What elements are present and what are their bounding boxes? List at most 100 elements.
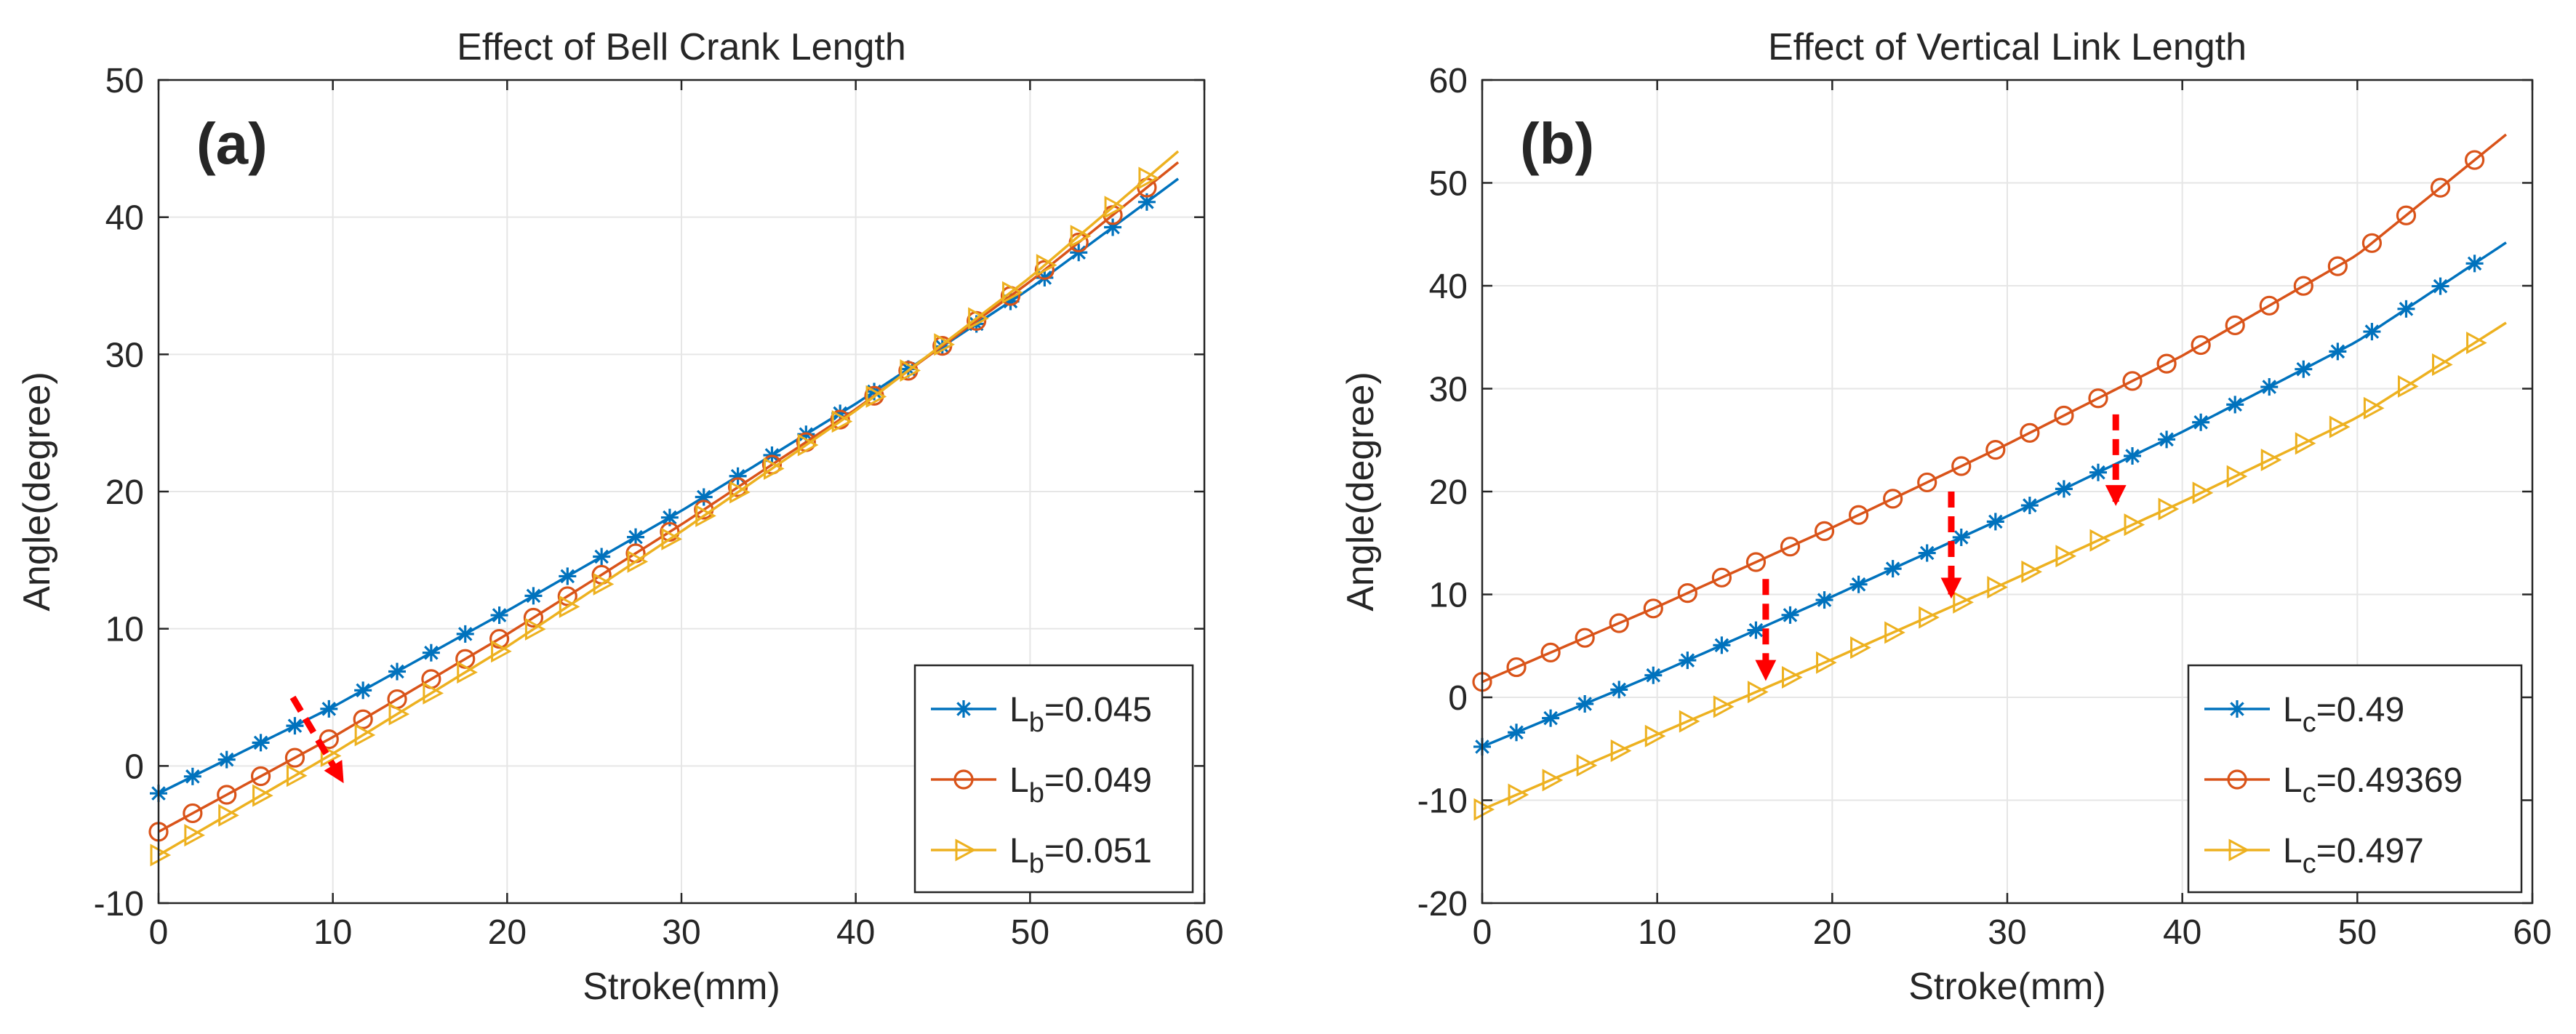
data-point [2397, 374, 2419, 398]
data-point [388, 702, 410, 726]
legend: Lb=0.045 Lb=0.049 Lb=0.051 [913, 664, 1194, 894]
legend-value: =0.49 [2316, 691, 2404, 729]
data-point [2020, 497, 2039, 515]
legend-entry: Lb=0.045 [931, 691, 1152, 738]
legend-marker [953, 769, 974, 790]
panel-label: (b) [1520, 111, 1594, 176]
data-point [1034, 260, 1055, 280]
data-point [1747, 621, 1765, 639]
data-point [2259, 295, 2279, 316]
data-point [900, 359, 921, 382]
data-point [1884, 621, 1905, 644]
data-point [1780, 537, 1801, 557]
data-point [286, 764, 308, 787]
data-point [1473, 798, 1495, 821]
data-point [2329, 342, 2347, 361]
data-point [1070, 244, 1088, 262]
data-point [457, 661, 478, 684]
series-circle [1472, 133, 2508, 692]
y-axis-label: Angle(degree) [1340, 372, 1382, 612]
data-point [1951, 456, 1972, 476]
data-point [1070, 225, 1092, 248]
data-point [252, 784, 273, 807]
legend-value: =0.049 [1044, 761, 1152, 800]
x-axis-label: Stroke(mm) [1908, 966, 2106, 1008]
data-point [1918, 544, 1936, 562]
y-axis-ticks: -10 0 10 20 30 40 50 [94, 62, 1204, 923]
data-point [1001, 281, 1023, 304]
data-point [524, 617, 546, 641]
x-axis-ticks: 0 10 20 30 40 50 60 [149, 80, 1224, 952]
data-point [1814, 521, 1835, 542]
legend-symbol: L [2283, 691, 2303, 729]
legend-entry: Lb=0.051 [931, 832, 1152, 879]
plot-area [148, 150, 1180, 867]
data-point [557, 586, 577, 606]
legend-subscript: c [2303, 849, 2316, 879]
data-point [2432, 353, 2453, 376]
data-point [2260, 448, 2282, 472]
legend-symbol: L [1009, 832, 1029, 870]
legend-entry: Lc=0.49369 [2204, 761, 2463, 809]
data-point [2464, 150, 2485, 170]
panel-label: (a) [196, 111, 268, 176]
data-point [2192, 413, 2210, 431]
data-point [1036, 254, 1057, 277]
data-point [217, 750, 236, 769]
y-tick-label: 30 [105, 336, 144, 374]
data-point [2226, 465, 2248, 488]
legend-marker [955, 700, 972, 718]
series-line [1481, 133, 2508, 684]
data-point [2089, 529, 2111, 552]
data-point [250, 766, 271, 787]
data-point [865, 385, 887, 408]
x-tick-label: 0 [149, 913, 169, 952]
data-point [524, 587, 543, 605]
data-point [1508, 724, 1526, 742]
data-point [1747, 681, 1769, 704]
x-axis-ticks: 0 10 20 30 40 50 60 [1473, 80, 2552, 952]
data-point [2396, 205, 2417, 225]
data-point [2361, 233, 2383, 253]
data-point [218, 803, 239, 827]
data-point [456, 625, 474, 643]
data-point [627, 528, 645, 546]
x-tick-label: 30 [662, 913, 700, 952]
data-point [2192, 481, 2214, 505]
data-point [1542, 769, 1564, 792]
data-point [1952, 528, 1970, 546]
series-asterisk [1473, 241, 2507, 756]
data-point [183, 803, 203, 824]
x-tick-label: 60 [2513, 913, 2551, 952]
data-point [252, 734, 270, 752]
data-point [1576, 754, 1598, 777]
data-point [1985, 440, 2006, 460]
x-tick-label: 60 [1185, 913, 1223, 952]
data-point [2089, 463, 2107, 481]
data-point [627, 550, 649, 573]
data-point [2295, 432, 2316, 455]
data-point [284, 748, 305, 768]
data-point [2020, 422, 2040, 443]
legend-label: Lc=0.49369 [2283, 761, 2463, 809]
data-point [2158, 497, 2180, 521]
series-line [158, 150, 1180, 857]
chart-title: Effect of Bell Crank Length [457, 26, 906, 68]
data-point [1917, 472, 1937, 493]
data-point [797, 433, 819, 457]
data-point [489, 628, 510, 649]
data-point [1883, 489, 1903, 509]
data-point [2055, 480, 2073, 498]
legend-marker [2228, 700, 2246, 718]
data-point [354, 724, 376, 747]
legend-subscript: b [1029, 708, 1044, 738]
data-point [1138, 167, 1160, 190]
y-tick-label: 10 [105, 611, 144, 649]
data-point [2431, 277, 2449, 295]
data-point [286, 717, 304, 735]
data-point [2158, 430, 2176, 449]
x-tick-label: 20 [1813, 913, 1852, 952]
